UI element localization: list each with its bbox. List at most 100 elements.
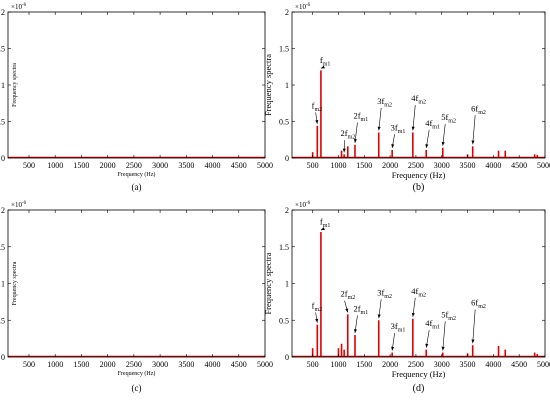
x-tick-label: 3000 bbox=[152, 161, 168, 170]
harmonic-annotation: 4fm2 bbox=[411, 93, 426, 106]
panel-label: (b) bbox=[413, 182, 425, 193]
plot-frame bbox=[292, 210, 545, 357]
harmonic-annotation: fm1 bbox=[320, 217, 331, 230]
x-tick-label: 3000 bbox=[434, 161, 450, 170]
y-tick-label: 0.5 bbox=[0, 118, 5, 127]
y-exponent-label: ×10-6 bbox=[295, 201, 311, 209]
x-axis-label: Frequency (Hz) bbox=[392, 369, 446, 379]
annotation-arrow-head bbox=[315, 120, 318, 124]
plot-frame bbox=[8, 210, 265, 357]
y-tick-label: 0 bbox=[1, 154, 5, 163]
x-tick-label: 2500 bbox=[408, 360, 424, 369]
y-tick-label: 1 bbox=[285, 280, 289, 289]
panel-label: (c) bbox=[132, 383, 142, 393]
y-exponent-label: ×10-6 bbox=[11, 3, 27, 11]
y-exponent-label: ×10-6 bbox=[295, 3, 311, 11]
x-tick-label: 2000 bbox=[100, 360, 116, 369]
annotation-arrow-line bbox=[413, 105, 415, 130]
x-tick-label: 4500 bbox=[511, 161, 527, 170]
annotation-subscript: m1 bbox=[432, 325, 440, 331]
y-axis-label: Frequency spectra bbox=[12, 261, 18, 305]
x-tick-label: 4000 bbox=[205, 360, 221, 369]
x-tick-label: 2000 bbox=[382, 360, 398, 369]
y-tick-label: 0.5 bbox=[0, 316, 5, 325]
plot-frame bbox=[8, 12, 265, 158]
x-tick-label: 500 bbox=[23, 360, 35, 369]
x-tick-label: 5000 bbox=[257, 360, 273, 369]
harmonic-annotation: 5fm2 bbox=[441, 112, 456, 125]
x-tick-label: 2000 bbox=[100, 161, 116, 170]
y-exponent-label: ×10-6 bbox=[11, 201, 27, 209]
annotation-subscript: m2 bbox=[314, 307, 322, 313]
annotation-arrow-line bbox=[473, 310, 475, 344]
annotation-arrow-head bbox=[343, 149, 346, 153]
harmonic-annotation: 3fm1 bbox=[391, 122, 406, 135]
x-tick-label: 3500 bbox=[178, 161, 194, 170]
annotation-arrow-head bbox=[425, 144, 428, 148]
annotation-arrow-head bbox=[345, 308, 348, 312]
x-tick-label: 4500 bbox=[511, 360, 527, 369]
x-tick-label: 5000 bbox=[537, 161, 550, 170]
x-tick-label: 2500 bbox=[126, 360, 142, 369]
x-tick-label: 500 bbox=[307, 360, 319, 369]
y-exponent-base: ×10 bbox=[295, 3, 306, 11]
y-exponent-power: -6 bbox=[22, 3, 27, 8]
annotation-subscript: m2 bbox=[448, 316, 456, 322]
x-axis-label: Frequency (Hz) bbox=[392, 170, 446, 180]
x-tick-label: 4000 bbox=[485, 161, 501, 170]
annotation-subscript: m1 bbox=[398, 328, 406, 334]
x-tick-label: 1000 bbox=[47, 360, 63, 369]
harmonic-annotation: 3fm1 bbox=[391, 321, 406, 334]
y-exponent-power: -6 bbox=[306, 3, 311, 8]
harmonic-annotation: 6fm2 bbox=[471, 298, 486, 311]
annotation-subscript: m2 bbox=[448, 119, 456, 125]
x-tick-label: 500 bbox=[307, 161, 319, 170]
annotation-arrow-head bbox=[412, 313, 415, 317]
x-tick-label: 4500 bbox=[231, 360, 247, 369]
harmonic-annotation: 4fm1 bbox=[425, 318, 440, 331]
annotation-arrow-head bbox=[391, 144, 394, 148]
y-tick-label: 2 bbox=[1, 8, 5, 17]
annotation-arrow-line bbox=[443, 321, 445, 350]
x-tick-label: 1000 bbox=[330, 161, 346, 170]
annotation-subscript: m1 bbox=[323, 62, 331, 68]
annotation-subscript: m2 bbox=[478, 304, 486, 310]
harmonic-annotation: 2fm1 bbox=[353, 303, 368, 316]
y-tick-label: 0 bbox=[285, 353, 289, 362]
y-tick-label: 2 bbox=[285, 8, 289, 17]
y-tick-label: 0 bbox=[285, 154, 289, 163]
annotation-arrow-head bbox=[425, 344, 428, 348]
annotation-subscript: m1 bbox=[361, 117, 369, 123]
y-tick-label: 1.5 bbox=[0, 243, 5, 252]
x-tick-label: 4500 bbox=[231, 161, 247, 170]
annotation-subscript: m2 bbox=[348, 295, 356, 301]
x-tick-label: 3500 bbox=[460, 360, 476, 369]
x-tick-label: 3000 bbox=[152, 360, 168, 369]
y-tick-label: 0.5 bbox=[279, 316, 289, 325]
panel-label: (d) bbox=[413, 383, 425, 394]
y-tick-label: 1 bbox=[1, 280, 5, 289]
x-tick-label: 5000 bbox=[537, 360, 550, 369]
y-tick-label: 1.5 bbox=[279, 243, 289, 252]
y-tick-label: 1.5 bbox=[0, 45, 5, 54]
annotation-subscript: m2 bbox=[384, 102, 392, 108]
y-exponent-base: ×10 bbox=[11, 201, 22, 209]
annotation-arrow-head bbox=[354, 139, 357, 143]
y-tick-label: 0 bbox=[1, 353, 5, 362]
x-axis-label: Frequency (Hz) bbox=[118, 171, 156, 178]
x-tick-label: 5000 bbox=[257, 161, 273, 170]
panel-label: (a) bbox=[132, 182, 142, 192]
annotation-arrow-head bbox=[391, 347, 394, 351]
x-tick-label: 4000 bbox=[485, 360, 501, 369]
annotation-arrow-head bbox=[378, 314, 381, 318]
x-tick-label: 2500 bbox=[408, 161, 424, 170]
harmonic-annotation: fm1 bbox=[320, 55, 331, 68]
x-tick-label: 1500 bbox=[73, 161, 89, 170]
annotation-subscript: m2 bbox=[478, 110, 486, 116]
y-exponent-base: ×10 bbox=[295, 201, 306, 209]
x-tick-label: 1500 bbox=[73, 360, 89, 369]
